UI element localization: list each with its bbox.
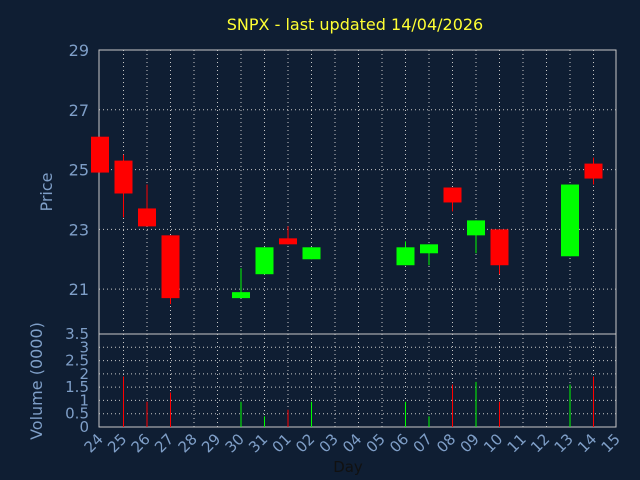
x-tick-label: 14 xyxy=(574,430,600,456)
x-tick-label: 30 xyxy=(222,430,248,456)
candle-body xyxy=(420,244,438,254)
price-tick-label: 23 xyxy=(69,220,89,239)
x-tick-label: 11 xyxy=(504,430,530,456)
candle-body xyxy=(161,235,180,299)
chart-title: SNPX - last updated 14/04/2026 xyxy=(227,15,483,34)
volume-tick-label: 3.5 xyxy=(65,325,89,343)
price-axis-label: Price xyxy=(37,172,56,211)
volume-tick-label: 3 xyxy=(79,338,89,356)
x-tick-label: 13 xyxy=(551,430,577,456)
x-tick-label: 09 xyxy=(457,430,483,456)
candle-body xyxy=(302,247,321,260)
x-tick-label: 26 xyxy=(128,430,154,456)
x-tick-label: 28 xyxy=(175,430,201,456)
x-tick-label: 29 xyxy=(198,430,224,456)
x-tick-label: 03 xyxy=(316,430,342,456)
candle-body xyxy=(584,163,603,179)
volume-tick-label: 2 xyxy=(79,365,89,383)
candle-body xyxy=(138,208,156,227)
x-tick-label: 07 xyxy=(410,430,436,456)
candle-body xyxy=(443,187,462,203)
x-tick-label: 04 xyxy=(339,430,365,456)
x-tick-label: 12 xyxy=(527,430,553,456)
price-tick-label: 29 xyxy=(69,41,89,60)
x-tick-label: 15 xyxy=(598,430,624,456)
volume-tick-label: 1.5 xyxy=(65,378,89,396)
candle-body xyxy=(255,247,274,275)
x-tick-label: 27 xyxy=(151,430,177,456)
x-tick-label: 02 xyxy=(292,430,318,456)
price-tick-label: 21 xyxy=(69,280,89,299)
price-tick-label: 27 xyxy=(69,101,89,120)
x-tick-label: 31 xyxy=(245,430,271,456)
candle-body xyxy=(490,229,509,266)
volume-tick-label: 0.5 xyxy=(65,405,89,423)
x-tick-label: 10 xyxy=(480,430,506,456)
x-tick-label: 08 xyxy=(433,430,459,456)
candle-body xyxy=(467,220,485,236)
price-tick-label: 25 xyxy=(69,161,89,180)
x-tick-label: 01 xyxy=(269,430,295,456)
candle-body xyxy=(232,292,250,299)
x-tick-label: 06 xyxy=(386,430,412,456)
candle-body xyxy=(279,238,297,245)
volume-plot-frame xyxy=(98,333,617,428)
x-tick-label: 25 xyxy=(104,430,130,456)
volume-tick-label: 1 xyxy=(79,391,89,409)
candle-body xyxy=(396,247,415,266)
volume-tick-label: 0 xyxy=(79,418,89,436)
candle-body xyxy=(91,136,109,173)
volume-tick-label: 2.5 xyxy=(65,352,89,370)
volume-axis-label: Volume (0000) xyxy=(27,322,46,440)
candle-body xyxy=(561,184,579,257)
x-tick-label: 05 xyxy=(363,430,389,456)
x-axis-label: Day xyxy=(333,458,363,476)
candle-body xyxy=(114,160,133,194)
